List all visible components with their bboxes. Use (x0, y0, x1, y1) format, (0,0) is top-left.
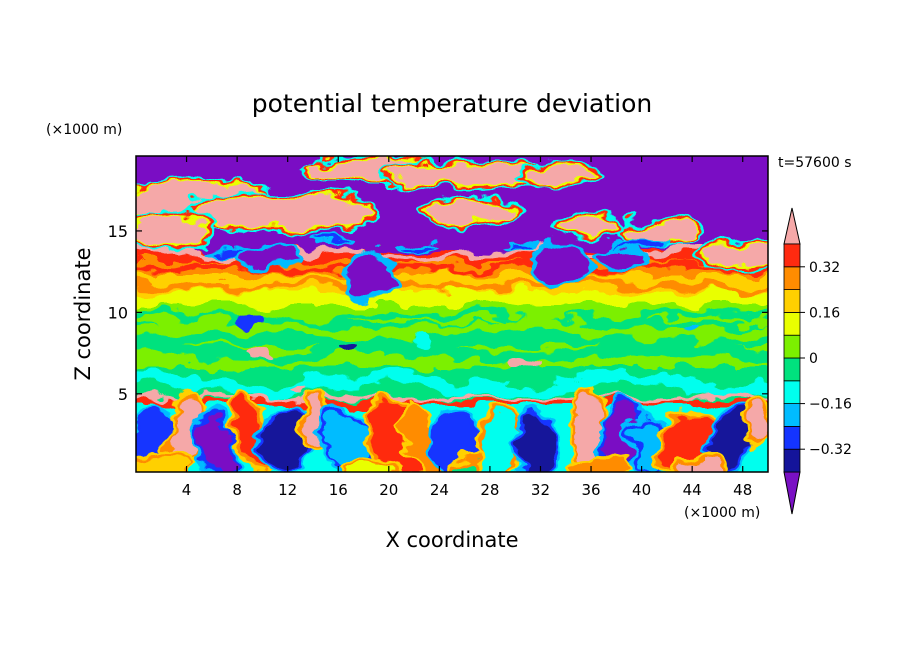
x-tick-label: 48 (733, 481, 752, 499)
colorbar-bin (783, 403, 801, 427)
colorbar-bin (783, 357, 801, 382)
plot-frame (135, 155, 769, 473)
colorbar-bin (783, 289, 801, 313)
x-tick-label: 40 (632, 481, 651, 499)
colorbar-bin (783, 243, 801, 268)
colorbar: 0.32 0.16 0 −0.16 −0.32 (783, 207, 852, 515)
colorbar-tick-label: −0.32 (809, 442, 852, 458)
colorbar-max-arrow (783, 207, 801, 245)
colorbar-tick-label: −0.16 (809, 397, 852, 413)
colorbar-bin (783, 334, 801, 359)
x-tick-label: 32 (531, 481, 550, 499)
y-axis: 5 10 15 (108, 222, 768, 404)
x-tick-label: 28 (480, 481, 499, 499)
colorbar-bin (783, 425, 801, 450)
colorbar-bin (783, 311, 801, 336)
y-unit-label: (×1000 m) (46, 122, 122, 138)
colorbar-tick-label: 0.16 (809, 305, 840, 321)
y-axis-label: Z coordinate (71, 247, 95, 380)
colorbar-min-arrow (783, 471, 801, 515)
x-tick-label: 20 (379, 481, 398, 499)
time-label: t=57600 s (778, 155, 852, 171)
colorbar-tick-label: 0.32 (809, 260, 840, 276)
colorbar-tick-label: 0 (809, 351, 818, 367)
x-axis: 4 8 12 16 20 24 28 32 36 40 44 48 (182, 156, 752, 499)
x-tick-label: 8 (232, 481, 242, 499)
colorbar-bin (783, 266, 801, 290)
colorbar-bin (783, 380, 801, 404)
colorbar-bin (783, 448, 801, 473)
x-tick-label: 24 (430, 481, 449, 499)
x-tick-label: 16 (329, 481, 348, 499)
chart-title: potential temperature deviation (252, 89, 652, 118)
x-tick-label: 12 (278, 481, 297, 499)
x-axis-label: X coordinate (385, 528, 518, 552)
x-tick-label: 44 (683, 481, 702, 499)
x-unit-label: (×1000 m) (684, 505, 760, 521)
contour-field (136, 156, 768, 472)
x-tick-label: 4 (182, 481, 192, 499)
y-tick-label: 10 (108, 303, 128, 322)
y-tick-label: 5 (118, 385, 128, 404)
y-tick-label: 15 (108, 222, 128, 241)
x-tick-label: 36 (581, 481, 600, 499)
